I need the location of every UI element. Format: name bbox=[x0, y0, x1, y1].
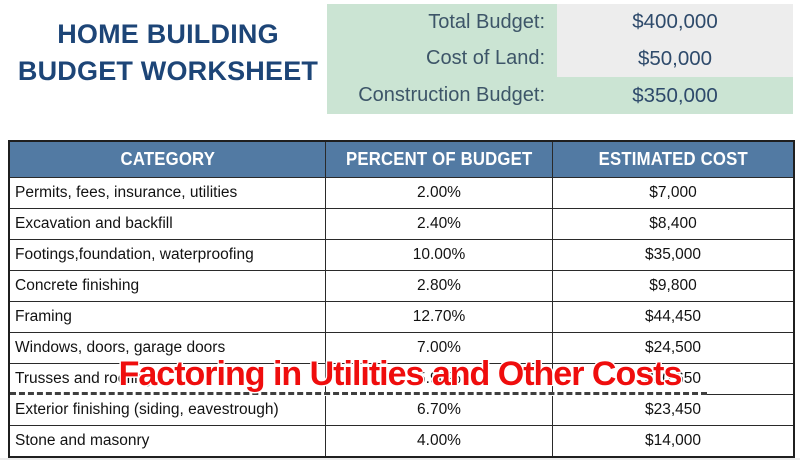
cell-cost-row-3[interactable]: $35,000 bbox=[553, 240, 793, 270]
cell-percent-row-5[interactable]: 12.70% bbox=[326, 302, 552, 332]
cell-category-row-6[interactable]: Windows, doors, garage doors bbox=[10, 333, 325, 363]
cell-cost-row-2[interactable]: $8,400 bbox=[553, 209, 793, 239]
cell-cost-row-9[interactable]: $14,000 bbox=[553, 426, 793, 456]
column-header-category-label: CATEGORY bbox=[120, 149, 215, 169]
cell-cost-row-8[interactable]: $23,450 bbox=[553, 395, 793, 425]
cell-category-row-4[interactable]: Concrete finishing bbox=[10, 271, 325, 301]
cell-category-row-8[interactable]: Exterior finishing (siding, eavestrough) bbox=[10, 395, 325, 425]
construction-budget-value[interactable]: $350,000 bbox=[632, 83, 718, 107]
cell-category-row-2[interactable]: Excavation and backfill bbox=[10, 209, 325, 239]
column-header-percent-label: PERCENT OF BUDGET bbox=[345, 149, 533, 169]
cell-percent-row-7[interactable]: 5.90% bbox=[326, 364, 552, 394]
cell-category-row-7[interactable]: Trusses and roofing bbox=[10, 364, 325, 394]
cell-percent-row-8[interactable]: 6.70% bbox=[326, 395, 552, 425]
cell-cost-row-4[interactable]: $9,800 bbox=[553, 271, 793, 301]
budget-table: CATEGORY PERCENT OF BUDGET ESTIMATED COS… bbox=[8, 140, 795, 458]
cost-of-land-value[interactable]: $50,000 bbox=[557, 40, 793, 78]
column-header-category: CATEGORY bbox=[10, 142, 325, 177]
cell-cost-row-6[interactable]: $24,500 bbox=[553, 333, 793, 363]
worksheet-title-line-2: BUDGET WORKSHEET bbox=[17, 56, 319, 86]
column-header-cost-label: ESTIMATED COST bbox=[598, 149, 748, 169]
cell-percent-row-2[interactable]: 2.40% bbox=[326, 209, 552, 239]
cell-category-row-3[interactable]: Footings,foundation, waterproofing bbox=[10, 240, 325, 270]
caption-overlay: Factoring in Utilities and Other Costs bbox=[118, 355, 683, 393]
worksheet-title-line-1: HOME BUILDING bbox=[57, 19, 279, 49]
cell-percent-row-4[interactable]: 2.80% bbox=[326, 271, 552, 301]
worksheet-title: HOME BUILDING BUDGET WORKSHEET bbox=[10, 16, 326, 90]
cost-of-land-label: Cost of Land: bbox=[426, 47, 545, 70]
cell-percent-row-6[interactable]: 7.00% bbox=[326, 333, 552, 363]
summary-row-cost-of-land: Cost of Land: $50,000 bbox=[327, 40, 793, 78]
cell-percent-row-1[interactable]: 2.00% bbox=[326, 178, 552, 208]
total-budget-value[interactable]: $400,000 bbox=[557, 4, 793, 41]
construction-budget-label: Construction Budget: bbox=[358, 84, 545, 107]
cell-cost-row-5[interactable]: $44,450 bbox=[553, 302, 793, 332]
dashed-row-divider bbox=[10, 392, 707, 396]
cell-category-row-5[interactable]: Framing bbox=[10, 302, 325, 332]
column-header-estimated-cost: ESTIMATED COST bbox=[553, 142, 793, 177]
cell-category-row-1[interactable]: Permits, fees, insurance, utilities bbox=[10, 178, 325, 208]
summary-row-construction-budget: Construction Budget: $350,000 bbox=[327, 77, 793, 114]
summary-row-total-budget: Total Budget: $400,000 bbox=[327, 4, 793, 41]
bottom-strip bbox=[0, 458, 800, 460]
cell-cost-row-1[interactable]: $7,000 bbox=[553, 178, 793, 208]
total-budget-label: Total Budget: bbox=[428, 10, 545, 33]
cell-percent-row-9[interactable]: 4.00% bbox=[326, 426, 552, 456]
cell-cost-row-7[interactable]: $20,650 bbox=[553, 364, 793, 394]
cell-category-row-9[interactable]: Stone and masonry bbox=[10, 426, 325, 456]
cell-percent-row-3[interactable]: 10.00% bbox=[326, 240, 552, 270]
budget-summary: Total Budget: $400,000 Cost of Land: $50… bbox=[327, 4, 793, 114]
column-header-percent-of-budget: PERCENT OF BUDGET bbox=[326, 142, 552, 177]
